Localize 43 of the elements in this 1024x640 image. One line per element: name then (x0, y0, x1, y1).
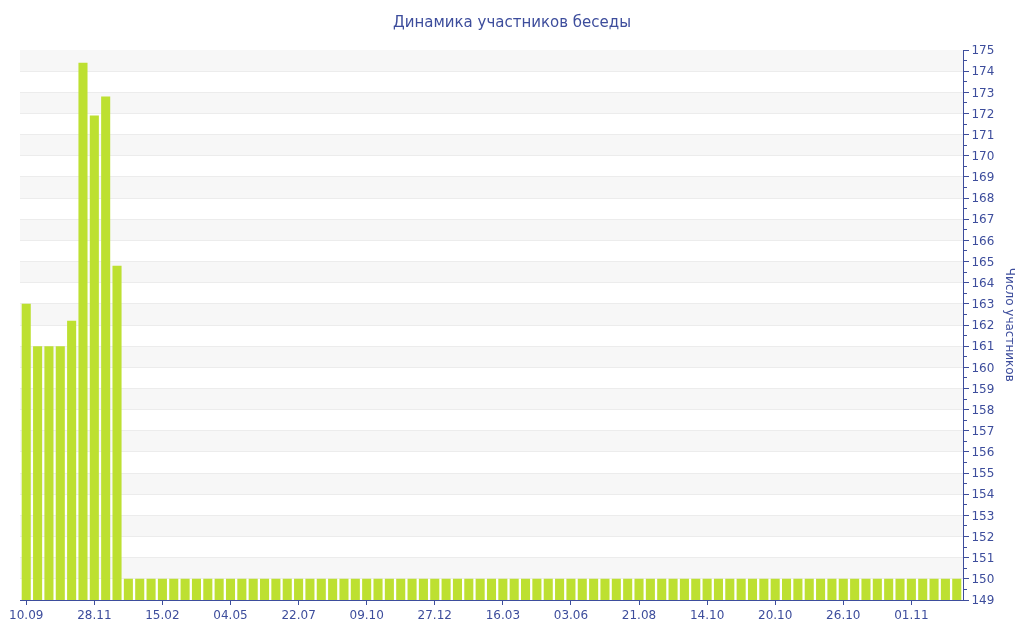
y-tick-label: 164 (971, 275, 995, 290)
y-tick-label: 173 (971, 85, 995, 100)
y-tick-label: 170 (971, 148, 995, 163)
y-tick-label: 175 (971, 43, 995, 58)
y-tick-label: 158 (971, 402, 995, 417)
y-tick-label: 150 (971, 572, 995, 587)
y-tick-label: 165 (971, 254, 995, 269)
x-tick-label: 14.10 (689, 608, 725, 623)
x-tick-label: 09.10 (349, 608, 384, 623)
y-tick-label: 162 (971, 318, 995, 333)
y-tick-label: 160 (971, 360, 995, 375)
x-tick-label: 01.11 (894, 608, 929, 623)
y-tick-label: 163 (971, 297, 995, 312)
x-tick-label: 03.06 (553, 608, 589, 623)
y-tick-label: 154 (971, 487, 995, 502)
y-tick-label: 152 (971, 529, 995, 544)
x-tick-label: 28.11 (77, 608, 112, 623)
y-tick-label: 169 (971, 170, 995, 185)
y-tick-label: 151 (971, 550, 995, 565)
x-tick-label: 04.05 (213, 608, 248, 623)
y-tick-label: 171 (971, 127, 995, 142)
y-tick-label: 149 (971, 593, 995, 608)
y-tick-label: 174 (971, 64, 995, 79)
x-tick-label: 10.09 (9, 608, 44, 623)
y-tick-label: 167 (971, 212, 995, 227)
y-tick-label: 159 (971, 381, 995, 396)
chart-title: Динамика участников беседы (392, 12, 632, 31)
y-tick-label: 161 (971, 339, 995, 354)
x-tick-label: 15.02 (145, 608, 180, 623)
y-tick-label: 168 (971, 191, 995, 206)
x-tick-label: 20.10 (758, 608, 793, 623)
x-tick-label: 26.10 (826, 608, 861, 623)
x-tick-label: 21.08 (621, 608, 657, 623)
y-tick-label: 166 (971, 233, 995, 248)
y-tick-label: 153 (971, 508, 995, 523)
y-axis-title: Число участников (1003, 267, 1018, 382)
y-tick-label: 157 (971, 423, 995, 438)
y-tick-label: 156 (971, 445, 995, 460)
x-tick-label: 22.07 (281, 608, 316, 623)
x-tick-label: 16.03 (485, 608, 521, 623)
y-tick-label: 155 (971, 466, 995, 481)
y-tick-label: 172 (971, 106, 995, 121)
x-tick-label: 27.12 (417, 608, 452, 623)
